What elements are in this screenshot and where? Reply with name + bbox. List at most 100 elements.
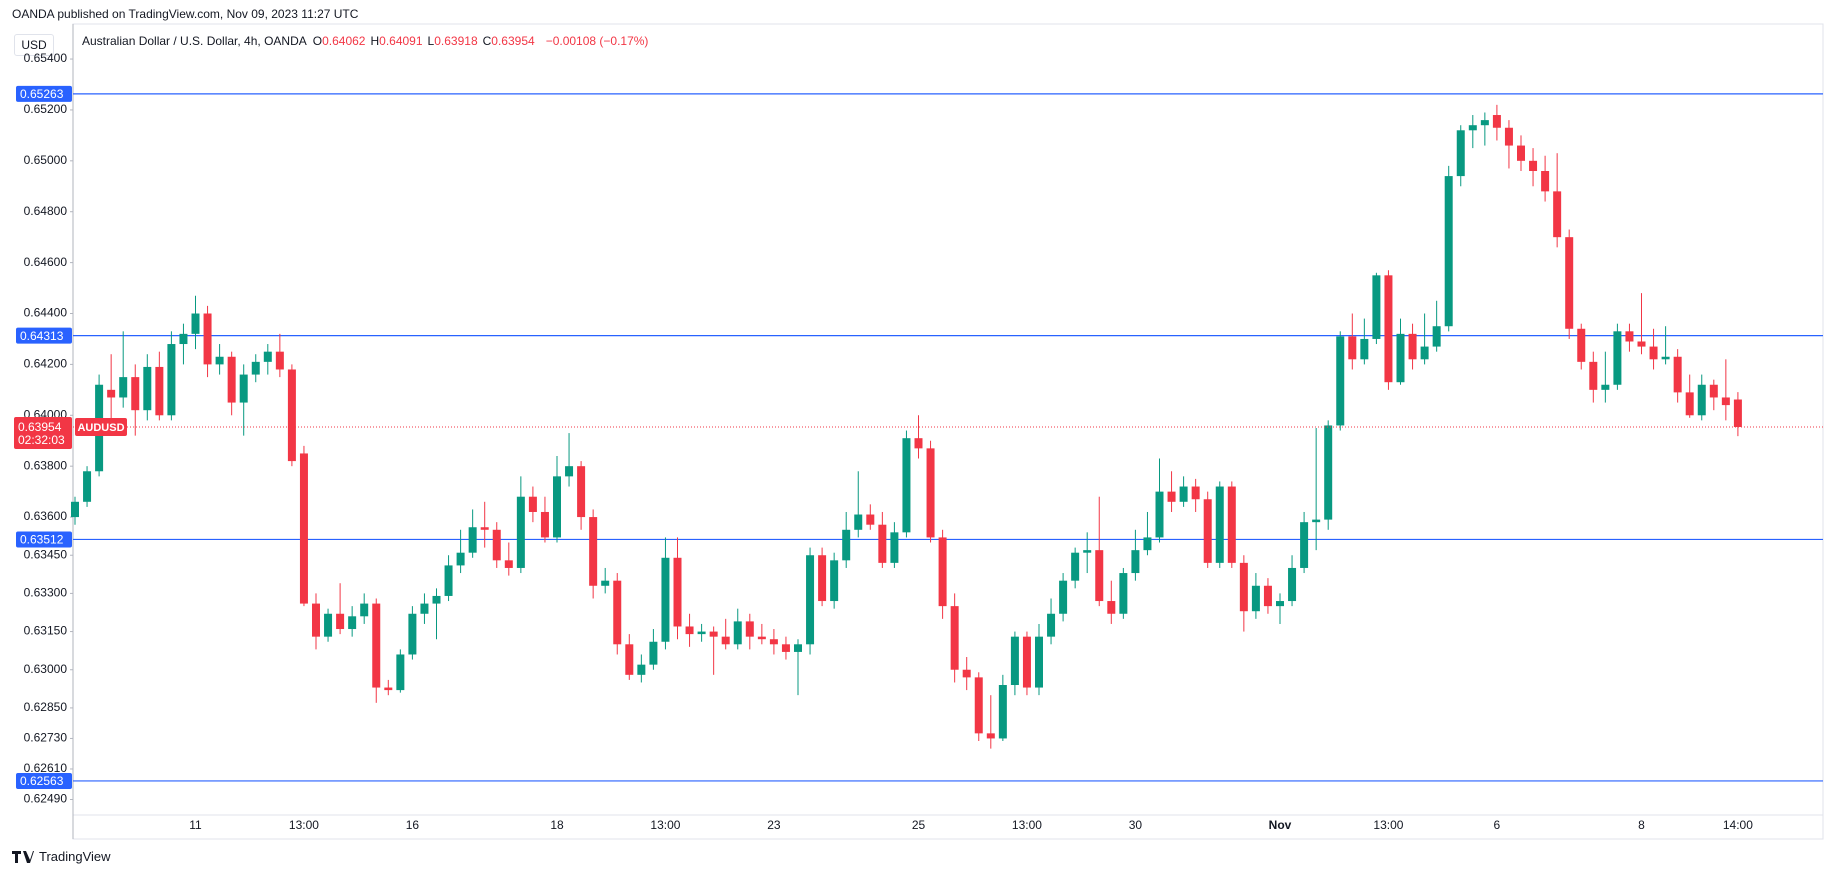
candle-body: [938, 537, 947, 607]
candle-body: [1312, 519, 1321, 523]
candle-body: [131, 377, 140, 411]
candle-body: [1131, 550, 1140, 574]
candle-body: [1444, 176, 1453, 327]
y-tick-label: 0.62490: [24, 792, 68, 806]
x-tick-label: 25: [912, 818, 926, 832]
candle-body: [1565, 237, 1574, 329]
candle-body: [601, 580, 610, 586]
candle-body: [1360, 338, 1369, 360]
candle-body: [866, 514, 875, 525]
candle-body: [1613, 331, 1622, 385]
candle-body: [191, 313, 200, 334]
candle-body: [1649, 346, 1658, 360]
candle-body: [1408, 333, 1417, 360]
candle-body: [1420, 346, 1429, 360]
candle-body: [299, 453, 308, 604]
candle-body: [781, 644, 790, 652]
level-label-box: [16, 327, 72, 344]
candle-body: [806, 555, 815, 645]
candle-body: [854, 514, 863, 530]
candle-body: [1709, 384, 1718, 398]
candle-body: [914, 438, 923, 449]
candle-body: [1143, 537, 1152, 551]
candle-body: [1721, 397, 1730, 406]
ohlc-values: O0.64062 H0.64091 L0.63918 C0.63954: [313, 34, 540, 48]
candle-body: [432, 595, 441, 604]
currency-button[interactable]: USD: [14, 34, 54, 56]
ohlc-label: H: [370, 34, 380, 48]
candle-body: [1324, 425, 1333, 520]
candle-body: [492, 529, 501, 561]
candle-body: [1589, 361, 1598, 390]
symbol-title: Australian Dollar / U.S. Dollar, 4h, OAN…: [82, 34, 307, 48]
brand-name: TradingView: [39, 849, 111, 864]
candle-body: [444, 565, 453, 596]
symbol-tag-box: [75, 417, 127, 436]
x-tick-label: 13:00: [650, 818, 680, 832]
candle-body: [1577, 328, 1586, 362]
y-tick-label: 0.63450: [24, 547, 68, 561]
candle-body: [1601, 384, 1610, 390]
candle-body: [348, 616, 357, 630]
ohlc-value: 0.63918: [434, 34, 478, 48]
y-tick-label: 0.64400: [24, 306, 68, 320]
y-tick-label: 0.62850: [24, 700, 68, 714]
brand-logo: [12, 850, 34, 863]
candle-body: [179, 333, 188, 345]
candle-body: [769, 639, 778, 645]
candle-body: [275, 351, 284, 370]
x-tick-label: 13:00: [1373, 818, 1403, 832]
candle-body: [1372, 275, 1381, 339]
candle-body: [408, 613, 417, 655]
candle-body: [468, 527, 477, 553]
symbol-legend: Australian Dollar / U.S. Dollar, 4h, OAN…: [82, 34, 648, 48]
candle-body: [577, 466, 586, 518]
candle-body: [420, 603, 429, 614]
level-label: 0.63512: [20, 533, 64, 547]
candle-body: [324, 613, 333, 637]
candle-body: [721, 636, 730, 645]
candle-body: [1047, 613, 1056, 637]
y-tick-label: 0.65200: [24, 102, 68, 116]
candle-body: [312, 603, 320, 637]
candle-body: [83, 471, 92, 502]
candle-body: [1155, 491, 1164, 538]
last-price-label: 0.63954: [18, 420, 62, 434]
candle-body: [1348, 336, 1357, 360]
candle-body: [830, 560, 839, 602]
candle-body: [1227, 486, 1236, 563]
candle-body: [1179, 486, 1188, 502]
ohlc-value: 0.64062: [322, 34, 366, 48]
candle-body: [1553, 191, 1562, 238]
candle-body: [1733, 399, 1742, 427]
candle-body: [794, 644, 802, 652]
price-change: −0.00108 (−0.17%): [545, 34, 649, 48]
candle-body: [1035, 636, 1043, 688]
x-tick-label: 30: [1129, 818, 1143, 832]
y-tick-label: 0.65000: [24, 153, 68, 167]
candle-body: [1396, 333, 1405, 383]
footer: TradingView: [12, 849, 111, 864]
candle-body: [1661, 356, 1670, 360]
candle-body: [1468, 125, 1477, 131]
candle-body: [1059, 580, 1068, 614]
x-tick-label: 11: [189, 818, 202, 832]
candle-body: [239, 374, 248, 403]
candle-body: [998, 685, 1007, 739]
candle-body: [360, 603, 369, 617]
candle-body: [878, 524, 887, 563]
x-tick-label: 18: [550, 818, 564, 832]
candle-body: [757, 636, 766, 640]
candle-body: [251, 361, 260, 375]
candle-body: [842, 529, 851, 561]
candle-body: [1529, 160, 1538, 172]
candle-body: [697, 631, 706, 635]
candle-body: [1456, 130, 1465, 177]
last-price-box: [14, 416, 72, 449]
candle-body: [565, 466, 574, 477]
candle-body: [661, 557, 670, 642]
candle-body: [155, 366, 164, 416]
candle-body: [950, 606, 959, 670]
candle-body: [685, 626, 694, 635]
x-tick-label: 8: [1638, 818, 1645, 832]
